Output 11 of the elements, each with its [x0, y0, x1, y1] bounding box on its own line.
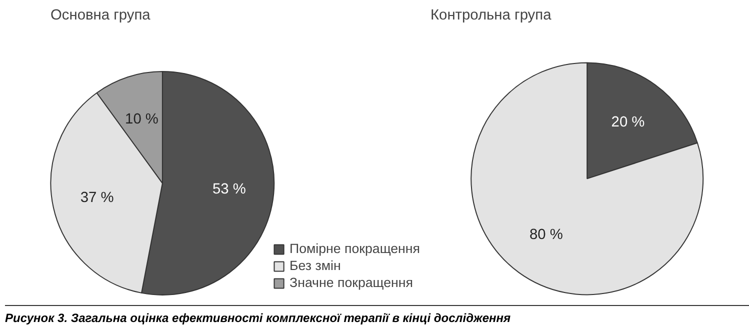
chart-title: Контрольна група — [430, 8, 552, 24]
data-label: 53 % — [212, 182, 246, 198]
data-label: 37 % — [80, 190, 114, 206]
legend-label: Помірне покращення — [290, 241, 420, 256]
text: Рисунок 3. Загальна оцінка ефективності комплексної терапії в кінці дослідження — [5, 310, 511, 327]
legend-label: Без змін — [290, 258, 341, 273]
data-label: 80 % — [529, 227, 563, 244]
chart-title: Основна група — [50, 8, 152, 24]
data-label: 20 % — [611, 114, 645, 130]
legend-label: Значне покращення — [290, 275, 413, 290]
data-label: 10 % — [125, 111, 158, 128]
